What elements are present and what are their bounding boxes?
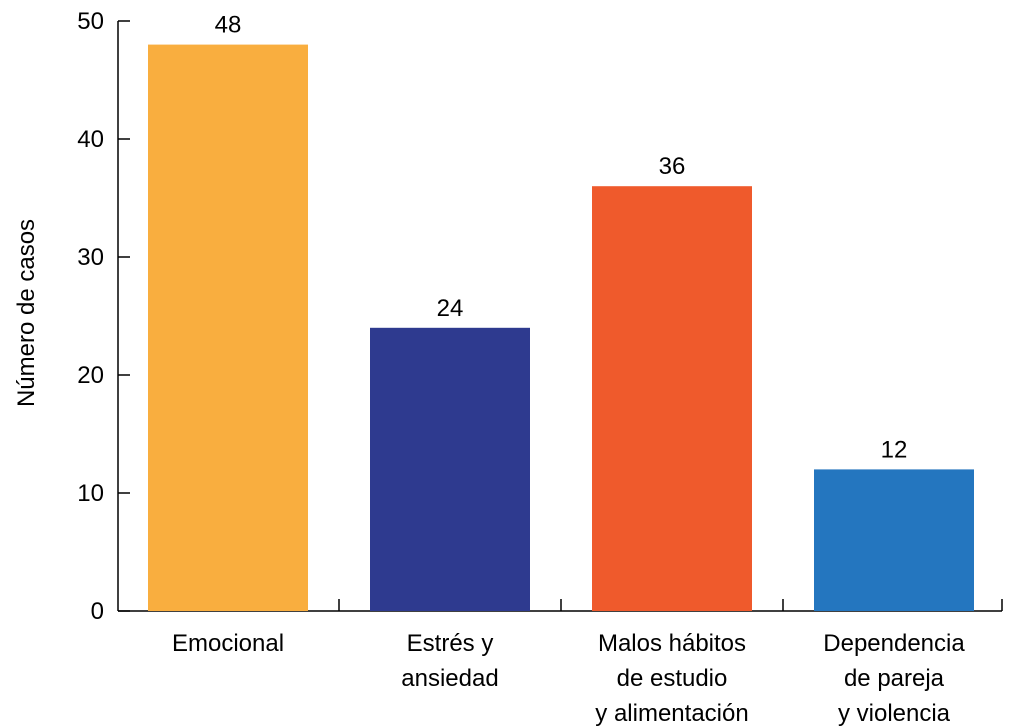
data-label: 24 (437, 295, 464, 322)
category-label: y violencia (838, 700, 951, 727)
bar (148, 44, 308, 612)
data-labels: 48 24 36 12 (215, 12, 908, 464)
data-label: 12 (881, 436, 908, 463)
data-label: 36 (659, 153, 686, 180)
y-tick-label: 50 (77, 8, 104, 35)
y-tick-label: 30 (77, 244, 104, 271)
y-tick-label: 0 (91, 598, 104, 625)
category-label: Dependencia (823, 630, 965, 657)
data-label: 48 (215, 12, 242, 39)
category-label: de estudio (617, 665, 728, 692)
y-axis: 0 10 20 30 40 50 (77, 8, 130, 625)
category-label: Malos hábitos (598, 630, 746, 657)
bars (148, 44, 974, 612)
bar (814, 469, 974, 611)
y-axis-title: Número de casos (13, 219, 40, 407)
category-label: y alimentación (595, 700, 748, 727)
category-label: de pareja (844, 665, 945, 692)
y-tick-label: 10 (77, 480, 104, 507)
y-tick-label: 20 (77, 362, 104, 389)
category-label: Estrés y (407, 630, 494, 657)
bar (592, 186, 752, 611)
y-tick-label: 40 (77, 126, 104, 153)
category-label: Emocional (172, 630, 284, 657)
category-labels: Emocional Estrés y ansiedad Malos hábitos de… (172, 630, 965, 727)
category-label: ansiedad (401, 665, 498, 692)
bar (370, 327, 530, 611)
